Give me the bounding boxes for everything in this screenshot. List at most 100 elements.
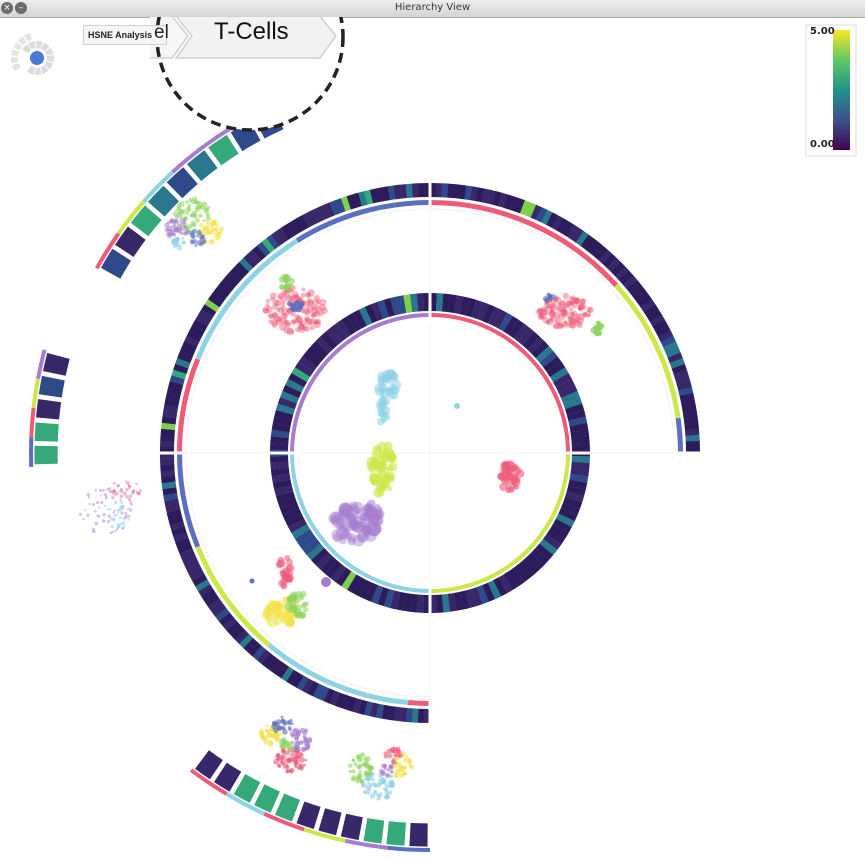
ring-cell[interactable] <box>671 363 687 375</box>
ring-cell[interactable] <box>296 675 309 691</box>
ring-cell[interactable] <box>546 212 559 228</box>
outer-ring-cell[interactable] <box>295 800 322 831</box>
ring-cell[interactable] <box>256 241 271 257</box>
ring-cell[interactable] <box>663 341 679 353</box>
ring-cell[interactable] <box>390 296 401 316</box>
outer-ring-cell[interactable] <box>33 444 59 466</box>
ring-cell[interactable] <box>531 548 549 566</box>
cluster-label-arc[interactable] <box>29 407 36 438</box>
ring-cell[interactable] <box>435 293 444 312</box>
ring-cell[interactable] <box>525 202 537 218</box>
ring-cell[interactable] <box>184 335 200 348</box>
ring-cell[interactable] <box>315 552 333 570</box>
ring-cell[interactable] <box>161 475 176 484</box>
ring-cell[interactable] <box>543 356 562 373</box>
ring-cell[interactable] <box>589 241 604 257</box>
cluster-green-right[interactable] <box>590 320 605 337</box>
ring-cell[interactable] <box>277 397 297 410</box>
ring-cell[interactable] <box>465 298 477 318</box>
ring-cell[interactable] <box>498 312 514 332</box>
ring-cell[interactable] <box>270 455 289 464</box>
ring-cell[interactable] <box>334 692 346 708</box>
ring-cell[interactable] <box>201 589 217 602</box>
ring-cell[interactable] <box>315 336 333 354</box>
ring-cell[interactable] <box>271 230 285 246</box>
cluster-bottom-1-red[interactable] <box>273 746 308 774</box>
ring-cell[interactable] <box>294 528 314 545</box>
ring-cell[interactable] <box>276 663 289 679</box>
ring-cell[interactable] <box>643 304 659 317</box>
cluster-yellowgreen[interactable] <box>366 441 398 498</box>
ring-cell[interactable] <box>247 641 262 657</box>
ring-cell[interactable] <box>189 569 205 581</box>
ring-cell[interactable] <box>387 705 396 721</box>
cluster-scatter-left-2[interactable] <box>107 500 133 530</box>
cluster-navy-ul[interactable] <box>286 299 305 313</box>
ring-cell[interactable] <box>165 392 181 402</box>
cluster-label-arc[interactable] <box>171 144 206 174</box>
ring-cell[interactable] <box>411 183 419 198</box>
ring-cell[interactable] <box>204 593 220 607</box>
hierarchy-sunburst[interactable] <box>0 17 865 862</box>
ring-cell[interactable] <box>274 485 294 497</box>
ring-cell[interactable] <box>675 375 691 386</box>
cluster-label-arc[interactable] <box>31 378 40 409</box>
cluster-red-ul[interactable] <box>262 284 328 336</box>
ring-cell[interactable] <box>566 485 586 497</box>
ring-cell[interactable] <box>399 707 408 722</box>
ring-cell[interactable] <box>271 422 291 433</box>
cluster-green-bl[interactable] <box>284 590 310 619</box>
ring-cell[interactable] <box>470 587 483 607</box>
ring-cell[interactable] <box>487 306 502 326</box>
cluster-label-arc[interactable] <box>290 313 430 455</box>
ring-cell[interactable] <box>618 270 634 285</box>
outer-ring-cell[interactable] <box>33 421 60 443</box>
cluster-label-arc[interactable] <box>28 437 34 467</box>
ring-cell[interactable] <box>435 183 443 198</box>
ring-cell[interactable] <box>476 585 489 605</box>
ring-cell[interactable] <box>411 708 419 723</box>
ring-cell[interactable] <box>566 409 586 421</box>
ring-cell[interactable] <box>218 612 234 627</box>
ring-cell[interactable] <box>646 309 662 322</box>
ring-cell[interactable] <box>358 306 373 326</box>
ring-cell[interactable] <box>522 556 540 575</box>
cluster-label-arc[interactable] <box>430 313 570 455</box>
outer-ring-cell[interactable] <box>42 352 71 377</box>
ring-cell[interactable] <box>569 423 589 433</box>
ring-cell[interactable] <box>551 215 564 231</box>
ring-cell[interactable] <box>503 194 514 210</box>
cluster-bottom-2-yellow[interactable] <box>391 751 415 779</box>
ring-cell[interactable] <box>514 198 526 214</box>
ring-cell[interactable] <box>568 479 588 490</box>
ring-cell[interactable] <box>543 534 562 550</box>
ring-cell[interactable] <box>352 309 367 329</box>
ring-cell[interactable] <box>198 584 214 597</box>
ring-cell[interactable] <box>175 357 191 369</box>
cluster-label-arc[interactable] <box>195 545 271 647</box>
ring-cell[interactable] <box>173 363 189 374</box>
ring-cell[interactable] <box>549 524 569 539</box>
ring-cell[interactable] <box>387 185 396 201</box>
ring-cell[interactable] <box>508 319 525 339</box>
ring-cell[interactable] <box>375 187 385 203</box>
cluster-mix-ul-5[interactable] <box>170 236 186 251</box>
ring-cell[interactable] <box>204 299 220 312</box>
ring-cell[interactable] <box>522 331 540 350</box>
ring-cell[interactable] <box>261 653 275 668</box>
ring-cell[interactable] <box>417 708 425 723</box>
ring-cell[interactable] <box>470 186 479 202</box>
ring-cell[interactable] <box>399 184 408 199</box>
ring-cell[interactable] <box>288 372 308 388</box>
ring-cell[interactable] <box>561 221 574 237</box>
ring-cell[interactable] <box>570 467 590 477</box>
ring-cell[interactable] <box>459 296 470 316</box>
cluster-label-arc[interactable] <box>295 200 430 243</box>
ring-cell[interactable] <box>417 183 425 198</box>
ring-cell[interactable] <box>535 543 554 561</box>
ring-cell[interactable] <box>558 508 578 522</box>
ring-cell[interactable] <box>452 184 461 199</box>
outer-ring-cell[interactable] <box>232 772 262 804</box>
ring-cell[interactable] <box>177 352 193 364</box>
ring-cell[interactable] <box>301 678 314 694</box>
